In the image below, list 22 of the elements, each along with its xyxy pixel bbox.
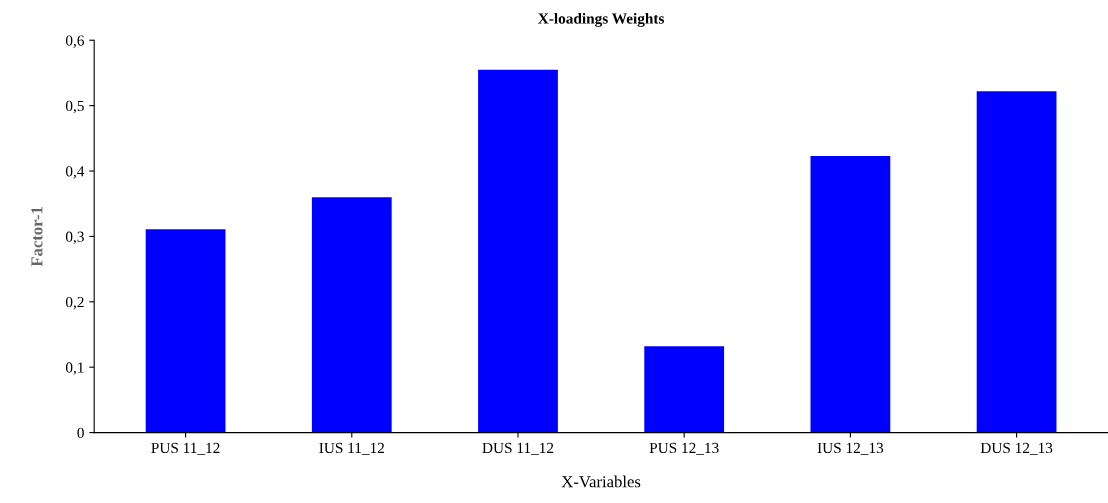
x-tick-label: PUS 11_12 [151,442,220,455]
x-tick-label: DUS 12_13 [980,442,1053,455]
y-tick-label: 0,2 [65,296,84,310]
x-tick-label: IUS 11_12 [319,442,384,455]
bar [311,197,392,433]
bar [810,155,891,433]
x-tick-label: PUS 12_13 [649,442,719,455]
y-tick-label: 0,4 [65,166,85,179]
y-tick-label: 0,1 [65,362,84,375]
x-tick-label: IUS 12_13 [817,442,884,455]
bar [145,229,226,433]
x-axis-title: X-Variables [561,475,641,488]
y-tick-label: 0,6 [65,35,84,48]
y-tick-label: 0,5 [65,100,84,114]
bar [644,346,725,433]
y-tick-label: 0,3 [65,231,84,245]
bar [478,69,558,433]
y-axis-title: Factor-1 [31,207,43,267]
bar [976,91,1057,433]
chart-title: X-loadings Weights [538,12,665,27]
y-tick-label: 0 [77,427,84,439]
x-tick-label: DUS 11_12 [482,442,554,455]
